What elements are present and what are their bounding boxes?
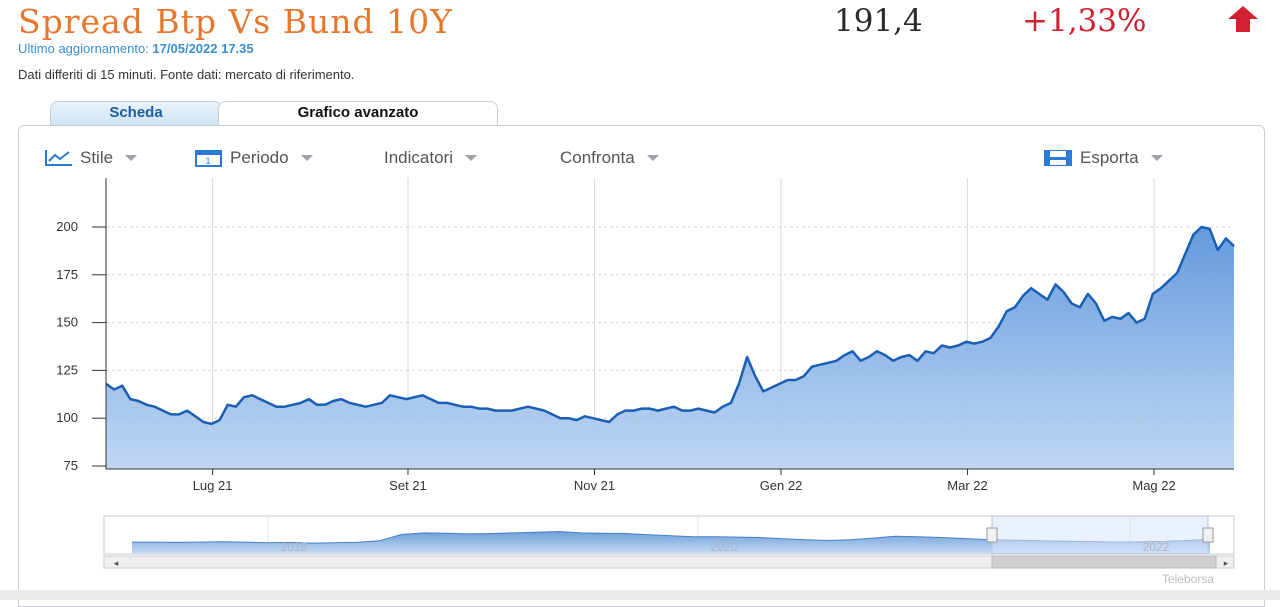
footer-bar: [0, 590, 1280, 600]
last-update: Ultimo aggiornamento: 17/05/2022 17.35: [18, 41, 254, 56]
chevron-down-icon: [125, 155, 137, 161]
page-title: Spread Btp Vs Bund 10Y: [18, 2, 453, 41]
stile-label: Stile: [80, 148, 113, 168]
last-update-label: Ultimo aggiornamento:: [18, 41, 149, 56]
esporta-label: Esporta: [1080, 148, 1139, 168]
periodo-label: Periodo: [230, 148, 289, 168]
last-update-value: 17/05/2022 17.35: [152, 41, 253, 56]
esporta-menu[interactable]: Esporta: [1042, 148, 1163, 168]
calendar-icon: 1: [194, 148, 224, 168]
change-percent: +1,33%: [1022, 3, 1146, 39]
chart-panel: [18, 125, 1265, 607]
line-chart-icon: [44, 148, 74, 168]
delay-note: Dati differiti di 15 minuti. Fonte dati:…: [18, 67, 354, 82]
confronta-menu[interactable]: Confronta: [560, 148, 659, 168]
tab-grafico-avanzato[interactable]: Grafico avanzato: [218, 101, 498, 126]
price-value: 191,4: [834, 3, 923, 39]
tab-scheda[interactable]: Scheda: [50, 101, 222, 126]
floppy-disk-icon: [1042, 148, 1074, 168]
svg-text:1: 1: [205, 156, 210, 166]
chevron-down-icon: [301, 155, 313, 161]
chevron-down-icon: [647, 155, 659, 161]
periodo-menu[interactable]: 1 Periodo: [194, 148, 313, 168]
arrow-up-icon: [1226, 4, 1260, 34]
chevron-down-icon: [1151, 155, 1163, 161]
indicatori-menu[interactable]: Indicatori: [384, 148, 477, 168]
chevron-down-icon: [465, 155, 477, 161]
stile-menu[interactable]: Stile: [44, 148, 137, 168]
indicatori-label: Indicatori: [384, 148, 453, 168]
confronta-label: Confronta: [560, 148, 635, 168]
